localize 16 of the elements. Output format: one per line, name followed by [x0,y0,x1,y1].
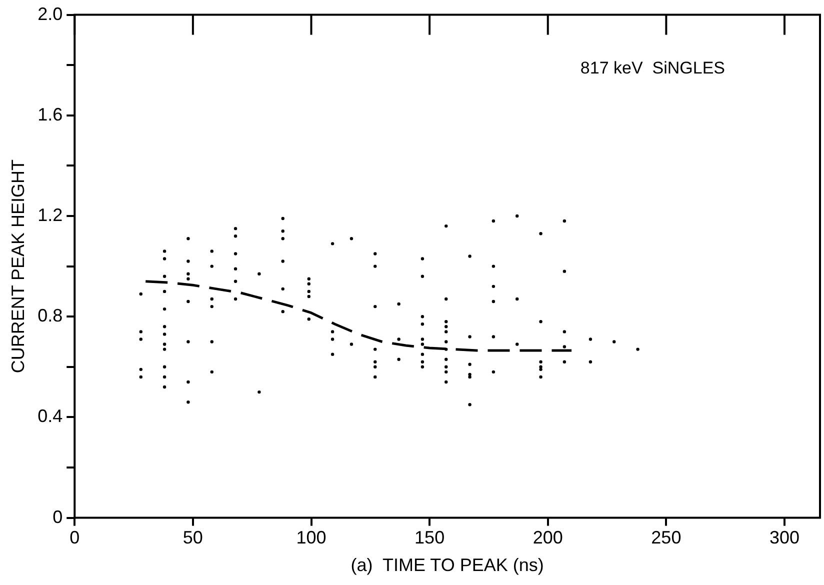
y-tick-label: 0.8 [38,306,63,326]
x-tick-label: 150 [414,528,445,548]
x-tick-label: 0 [70,528,80,548]
x-tick-label: 300 [769,528,800,548]
x-tick-label: 50 [182,528,203,548]
x-tick-label: 250 [651,528,682,548]
y-tick-label: 0 [52,506,63,527]
x-axis-title: (a) TIME TO PEAK (ns) [350,555,544,576]
y-tick-label: 2.0 [38,4,63,24]
y-tick-label: 1.6 [38,104,63,124]
y-tick-label: 1.2 [38,204,63,225]
y-axis-title: CURRENT PEAK HEIGHT [8,159,28,374]
x-tick-label: 100 [296,528,326,548]
annotation: 817 keV SiNGLES [580,58,725,78]
x-tick-label: 200 [532,528,563,548]
y-tick-label: 0.4 [38,406,63,426]
